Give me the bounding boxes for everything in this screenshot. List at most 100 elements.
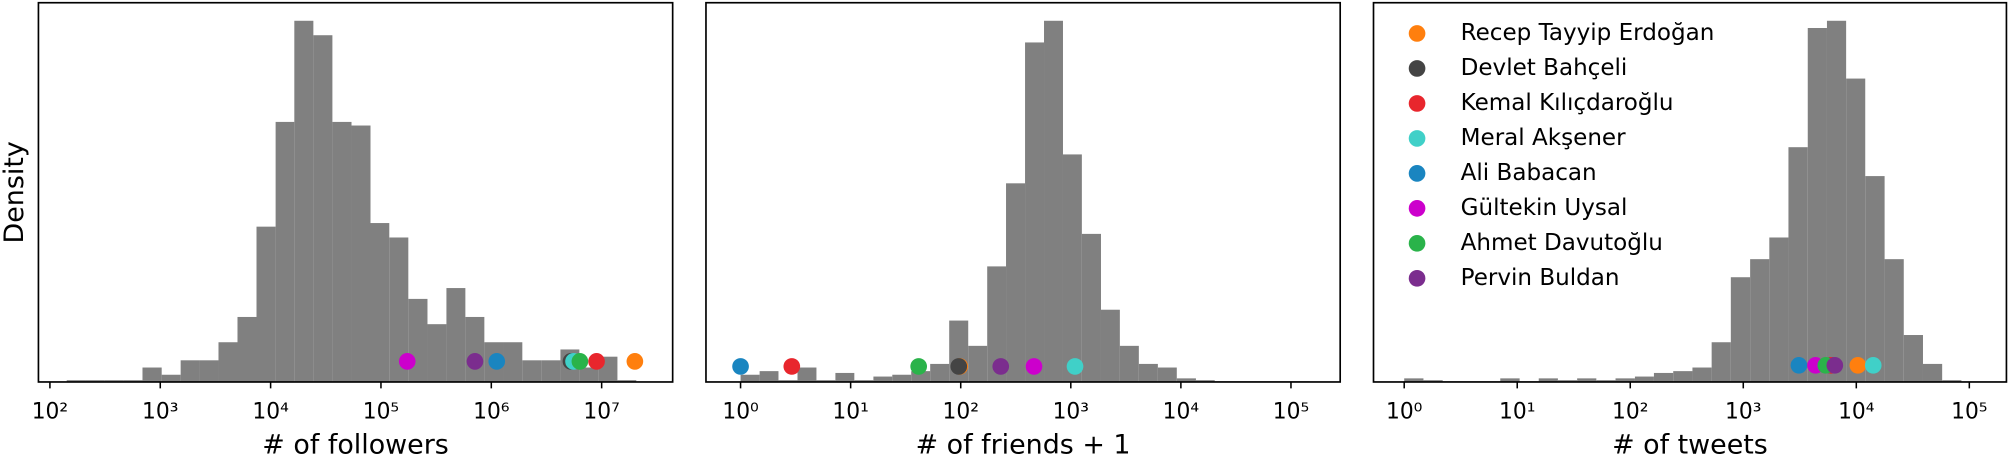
histogram-bar <box>1922 363 1943 382</box>
histogram-bar <box>1081 233 1101 382</box>
point <box>1066 358 1084 375</box>
histogram-bar <box>313 35 333 382</box>
histogram-bar <box>408 298 428 382</box>
histogram-bar <box>85 380 105 382</box>
x-tick-label: 10⁵ <box>1273 400 1309 425</box>
histogram-bar <box>892 374 912 382</box>
axes-frame <box>705 1 1342 383</box>
histogram-bar <box>1826 20 1847 382</box>
legend-label: Meral Akşener <box>1461 125 1626 151</box>
point <box>571 353 589 370</box>
x-tick-label: 10³ <box>1053 400 1089 425</box>
x-tick-label: 10⁷ <box>583 400 619 425</box>
x-axis-label: # of friends + 1 <box>916 430 1131 459</box>
histogram-bar <box>1500 378 1520 382</box>
x-tick-label: 10¹ <box>832 400 868 425</box>
histogram-bar <box>1596 380 1616 382</box>
histogram-bar <box>1138 363 1158 382</box>
x-tick-label: 10² <box>943 400 979 425</box>
histogram-bar <box>968 345 988 382</box>
histogram-bar <box>1653 372 1674 382</box>
histogram-bar <box>835 372 855 382</box>
legend-label: Devlet Bahçeli <box>1461 55 1628 81</box>
histogram-bar <box>1903 335 1923 382</box>
point <box>588 353 605 370</box>
x-tick-label: 10⁵ <box>1951 400 1987 425</box>
histogram-bar <box>1884 259 1904 382</box>
histogram-bar <box>275 121 295 382</box>
histogram-bar <box>1404 378 1424 382</box>
legend-label: Ali Babacan <box>1461 160 1597 186</box>
histogram-bar <box>987 266 1007 382</box>
histogram-bar <box>617 380 637 382</box>
histogram-bar <box>1730 277 1751 382</box>
axes-frame <box>1372 1 2008 383</box>
legend-label: Recep Tayyip Erdoğan <box>1461 20 1715 46</box>
histogram-bar <box>256 226 276 382</box>
point <box>398 353 416 370</box>
point <box>1864 357 1882 374</box>
histogram-bar <box>66 380 86 382</box>
point <box>1826 357 1844 374</box>
histogram-bar <box>797 367 817 382</box>
point <box>992 358 1010 375</box>
legend-label: Ahmet Davutoğlu <box>1461 230 1663 256</box>
histogram-bar <box>1006 183 1026 382</box>
point <box>626 353 644 370</box>
legend-marker <box>1408 95 1426 112</box>
histogram-bar <box>873 376 893 382</box>
histogram-bar <box>351 125 371 382</box>
histogram-bar <box>930 363 950 382</box>
histogram-bar <box>161 374 181 382</box>
point <box>950 358 968 375</box>
x-tick-label: 10⁰ <box>722 400 758 425</box>
histogram-bar <box>1750 259 1770 382</box>
histogram-bar <box>199 360 219 382</box>
point <box>1849 357 1867 374</box>
histogram-bar <box>1195 380 1215 382</box>
legend-label: Pervin Buldan <box>1461 265 1620 291</box>
histogram-bar <box>579 367 599 382</box>
histogram-bar <box>854 380 874 382</box>
histogram-bar <box>1176 378 1196 382</box>
x-tick-label: 10⁴ <box>1163 400 1200 425</box>
x-tick-label: 10³ <box>1725 400 1761 425</box>
x-tick-label: 10⁰ <box>1386 400 1422 425</box>
histogram-bar <box>503 342 523 382</box>
point <box>910 358 928 375</box>
x-tick-label: 10⁴ <box>252 400 289 425</box>
histogram-bar <box>123 380 143 382</box>
histogram-bar <box>104 380 124 382</box>
legend-marker <box>1408 235 1426 252</box>
histogram-bar <box>816 380 836 382</box>
x-tick-label: 10³ <box>142 400 178 425</box>
x-axis-label: # of followers <box>262 430 448 459</box>
point <box>1790 357 1808 374</box>
histogram-bar <box>541 360 561 382</box>
histogram-bar <box>1119 345 1139 382</box>
histogram-bar <box>911 371 931 382</box>
y-axis-label: Density <box>0 141 30 243</box>
x-tick-label: 10² <box>1612 400 1648 425</box>
x-tick-label: 10⁴ <box>1838 400 1875 425</box>
legend-marker <box>1408 25 1426 42</box>
point <box>732 358 749 375</box>
histogram-bar <box>1615 378 1635 382</box>
histogram-bar <box>294 20 314 382</box>
histogram-bar <box>180 360 200 382</box>
histogram-bar <box>142 367 162 382</box>
histogram-bar <box>1577 378 1597 382</box>
histogram-bar <box>1538 378 1558 382</box>
histogram-bar <box>1942 380 1962 382</box>
legend-marker <box>1408 165 1426 182</box>
histogram-bar <box>1865 176 1885 382</box>
x-tick-label: 10⁵ <box>363 400 399 425</box>
histogram-bar <box>1846 78 1866 382</box>
axes-frame <box>37 1 674 383</box>
histogram-bar <box>1157 367 1177 382</box>
histogram-bar <box>1634 376 1654 382</box>
legend-marker <box>1408 200 1426 217</box>
histogram-bar <box>759 371 779 382</box>
